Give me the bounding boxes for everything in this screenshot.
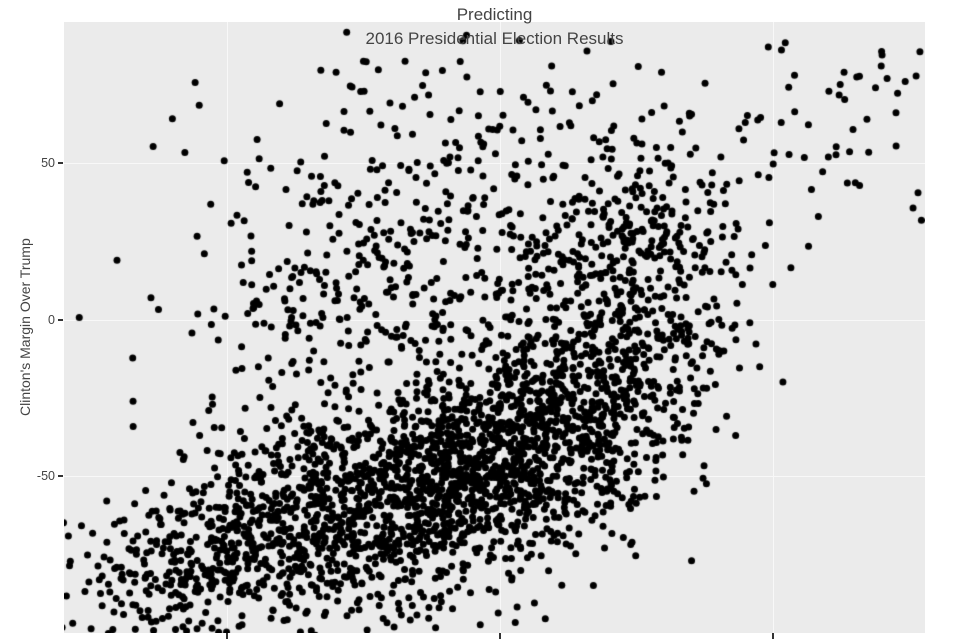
plot-panel[interactable] xyxy=(64,22,925,633)
x-tick-mark xyxy=(772,633,774,639)
y-tick-mark xyxy=(58,162,63,164)
y-axis-title: Clinton's Margin Over Trump xyxy=(17,238,33,417)
scatter-points-canvas xyxy=(64,22,925,633)
x-tick-mark xyxy=(226,633,228,639)
y-tick-label: 50 xyxy=(41,156,55,170)
x-tick-mark xyxy=(499,633,501,639)
y-tick-label: -50 xyxy=(36,469,55,484)
y-tick-label: 0 xyxy=(48,312,55,327)
y-tick-mark xyxy=(58,475,63,478)
plot-title-line1-clipped: County Education Levels Do a Good Job of xyxy=(64,0,925,3)
y-tick-mark xyxy=(58,318,63,321)
